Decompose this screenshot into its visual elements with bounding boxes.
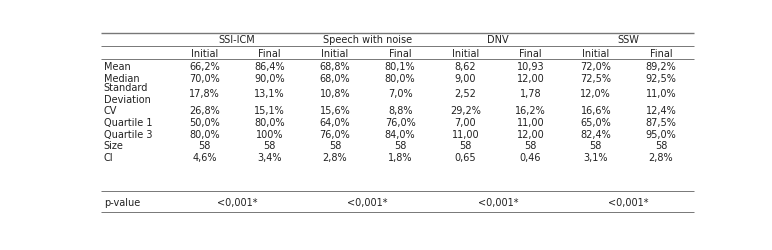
Text: Final: Final [650, 49, 672, 59]
Text: 13,1%: 13,1% [255, 89, 285, 99]
Text: SSW: SSW [618, 35, 639, 45]
Text: 58: 58 [198, 140, 211, 150]
Text: 0,65: 0,65 [455, 152, 476, 162]
Text: 15,1%: 15,1% [254, 106, 285, 116]
Text: 1,78: 1,78 [520, 89, 541, 99]
Text: Size: Size [103, 140, 124, 150]
Text: CV: CV [103, 106, 117, 116]
Text: 84,0%: 84,0% [384, 129, 415, 139]
Text: 2,8%: 2,8% [648, 152, 673, 162]
Text: 11,00: 11,00 [452, 129, 479, 139]
Text: 76,0%: 76,0% [320, 129, 350, 139]
Text: 3,4%: 3,4% [257, 152, 282, 162]
Text: 87,5%: 87,5% [645, 117, 676, 127]
Text: 64,0%: 64,0% [320, 117, 350, 127]
Text: 16,6%: 16,6% [581, 106, 611, 116]
Text: 80,0%: 80,0% [189, 129, 220, 139]
Text: p-value: p-value [103, 197, 140, 207]
Text: 26,8%: 26,8% [189, 106, 220, 116]
Text: 11,00: 11,00 [516, 117, 544, 127]
Text: <0,001*: <0,001* [478, 197, 518, 207]
Text: 95,0%: 95,0% [645, 129, 676, 139]
Text: <0,001*: <0,001* [217, 197, 257, 207]
Text: 76,0%: 76,0% [384, 117, 415, 127]
Text: 58: 58 [329, 140, 341, 150]
Text: 3,1%: 3,1% [584, 152, 608, 162]
Text: 100%: 100% [256, 129, 283, 139]
Text: 58: 58 [394, 140, 406, 150]
Text: 8,8%: 8,8% [388, 106, 412, 116]
Text: 86,4%: 86,4% [255, 62, 285, 72]
Text: Standard
Deviation: Standard Deviation [103, 83, 151, 104]
Text: Initial: Initial [321, 49, 348, 59]
Text: 2,8%: 2,8% [323, 152, 347, 162]
Text: 12,4%: 12,4% [645, 106, 676, 116]
Text: 65,0%: 65,0% [581, 117, 611, 127]
Text: Initial: Initial [582, 49, 609, 59]
Text: <0,001*: <0,001* [347, 197, 388, 207]
Text: 89,2%: 89,2% [645, 62, 676, 72]
Text: 80,0%: 80,0% [384, 73, 415, 83]
Text: 2,52: 2,52 [455, 89, 476, 99]
Text: 50,0%: 50,0% [189, 117, 220, 127]
Text: Quartile 3: Quartile 3 [103, 129, 152, 139]
Text: 68,8%: 68,8% [320, 62, 350, 72]
Text: <0,001*: <0,001* [608, 197, 648, 207]
Text: 72,5%: 72,5% [581, 73, 611, 83]
Text: Quartile 1: Quartile 1 [103, 117, 152, 127]
Text: 11,0%: 11,0% [645, 89, 676, 99]
Text: 58: 58 [655, 140, 667, 150]
Text: 16,2%: 16,2% [515, 106, 546, 116]
Text: 12,0%: 12,0% [581, 89, 611, 99]
Text: 9,00: 9,00 [455, 73, 476, 83]
Text: 92,5%: 92,5% [645, 73, 676, 83]
Text: 7,00: 7,00 [455, 117, 476, 127]
Text: 17,8%: 17,8% [189, 89, 220, 99]
Text: 10,8%: 10,8% [320, 89, 350, 99]
Text: 68,0%: 68,0% [320, 73, 350, 83]
Text: Initial: Initial [191, 49, 218, 59]
Text: Final: Final [520, 49, 542, 59]
Text: 58: 58 [263, 140, 276, 150]
Text: Speech with noise: Speech with noise [323, 35, 412, 45]
Text: 58: 58 [459, 140, 472, 150]
Text: 80,1%: 80,1% [384, 62, 415, 72]
Text: 66,2%: 66,2% [189, 62, 220, 72]
Text: Final: Final [259, 49, 281, 59]
Text: CI: CI [103, 152, 113, 162]
Text: 1,8%: 1,8% [388, 152, 412, 162]
Text: Median: Median [103, 73, 139, 83]
Text: 58: 58 [524, 140, 537, 150]
Text: SSI-ICM: SSI-ICM [218, 35, 256, 45]
Text: 90,0%: 90,0% [255, 73, 285, 83]
Text: 0,46: 0,46 [520, 152, 541, 162]
Text: 58: 58 [590, 140, 602, 150]
Text: 29,2%: 29,2% [450, 106, 481, 116]
Text: 12,00: 12,00 [516, 129, 544, 139]
Text: 10,93: 10,93 [516, 62, 544, 72]
Text: 15,6%: 15,6% [320, 106, 350, 116]
Text: Initial: Initial [452, 49, 479, 59]
Text: 70,0%: 70,0% [189, 73, 220, 83]
Text: 82,4%: 82,4% [581, 129, 611, 139]
Text: 12,00: 12,00 [516, 73, 544, 83]
Text: 72,0%: 72,0% [581, 62, 611, 72]
Text: 7,0%: 7,0% [388, 89, 412, 99]
Text: Mean: Mean [103, 62, 130, 72]
Text: 80,0%: 80,0% [255, 117, 285, 127]
Text: 8,62: 8,62 [455, 62, 476, 72]
Text: DNV: DNV [487, 35, 509, 45]
Text: 4,6%: 4,6% [192, 152, 217, 162]
Text: Final: Final [389, 49, 411, 59]
